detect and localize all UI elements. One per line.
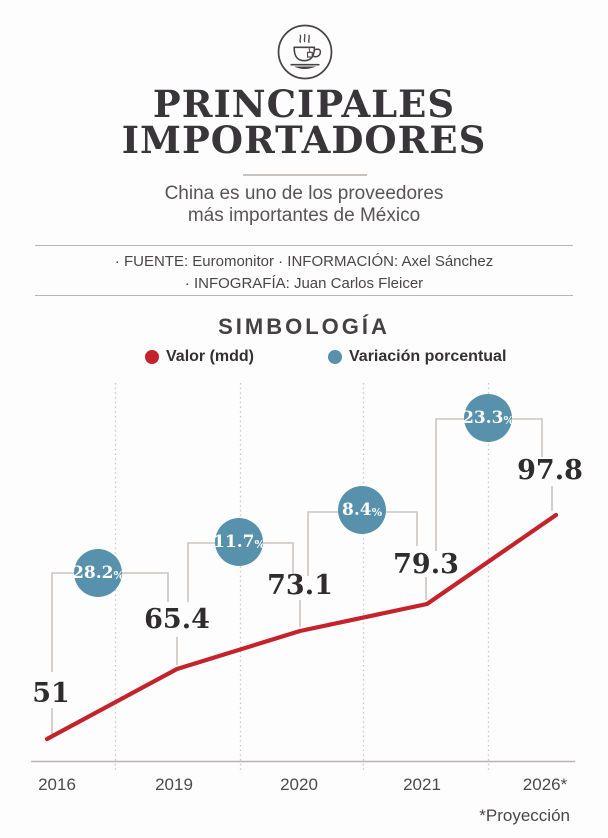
value-label-2016: 51 xyxy=(32,678,70,709)
page-title-line1: PRINCIPALES xyxy=(152,82,456,126)
credits-rule-top xyxy=(35,245,573,246)
value-label-2020: 73.1 xyxy=(267,570,333,601)
variation-value: 11.7 xyxy=(213,531,255,552)
x-tick-2019: 2019 xyxy=(155,775,193,794)
legend-item-value: Valor (mdd) xyxy=(145,348,254,366)
subtitle-line1: China es uno de los proveedores xyxy=(164,183,444,204)
value-label-2019: 65.4 xyxy=(144,604,210,635)
variation-series-dot-icon xyxy=(328,350,342,364)
credits-infographic-line: · INFOGRAFÍA: Juan Carlos Fleicer xyxy=(184,275,424,292)
percent-sign: % xyxy=(113,568,124,582)
value-series-dot-icon xyxy=(145,350,159,364)
legend-label-variation: Variación porcentual xyxy=(349,348,507,365)
value-label-2026: 97.8 xyxy=(517,455,583,486)
value-label-2021: 79.3 xyxy=(393,549,459,580)
percent-sign: % xyxy=(254,537,265,551)
variation-badge-2021-2026: 23.3 % xyxy=(462,394,514,442)
variation-value: 23.3 xyxy=(462,407,504,428)
percent-sign: % xyxy=(371,505,383,519)
projection-footnote: *Proyección xyxy=(479,806,570,825)
credits-source-line: · FUENTE: Euromonitor · INFORMACIÓN: Axe… xyxy=(114,253,494,270)
coffee-cup-icon xyxy=(277,24,333,80)
credits-rule-bottom xyxy=(35,295,573,296)
legend-label-value: Valor (mdd) xyxy=(166,348,255,365)
title-divider xyxy=(243,174,367,176)
x-tick-2021: 2021 xyxy=(403,775,441,794)
variation-value: 28.2 xyxy=(72,562,114,583)
percent-sign: % xyxy=(503,413,514,427)
value-line-series xyxy=(44,512,559,742)
subtitle-line2: más importantes de México xyxy=(187,205,421,226)
x-tick-2020: 2020 xyxy=(280,775,318,794)
variation-badge-2016-2019: 28.2 % xyxy=(72,549,124,597)
variation-value: 8.4 xyxy=(341,499,372,520)
variation-badge-2019-2020: 11.7 % xyxy=(213,518,265,566)
page-title-line2: IMPORTADORES xyxy=(121,118,487,162)
legend-item-variation: Variación porcentual xyxy=(328,348,506,366)
x-tick-2026: 2026* xyxy=(522,775,568,794)
legend-title: SIMBOLOGÍA xyxy=(218,314,390,339)
x-tick-2016: 2016 xyxy=(38,775,76,794)
variation-badge-2020-2021: 8.4 % xyxy=(338,486,386,534)
